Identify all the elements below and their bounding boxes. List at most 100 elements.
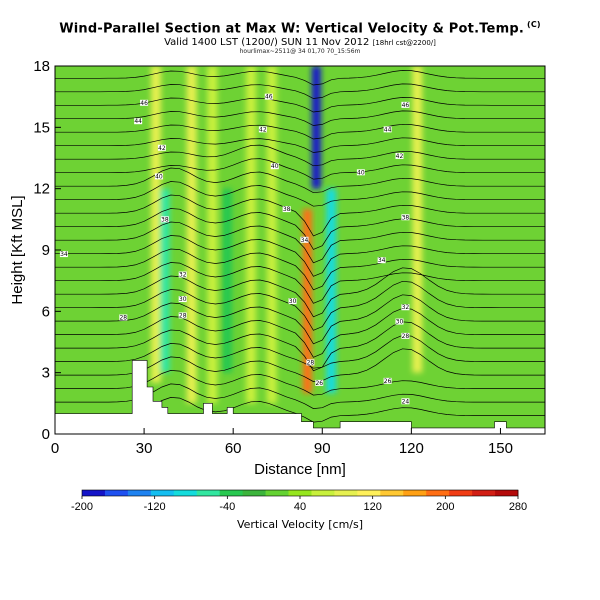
contour-label-bg bbox=[383, 377, 392, 384]
contour-line bbox=[55, 334, 545, 369]
colorbar-swatch bbox=[357, 490, 381, 496]
y-tick-label: 18 bbox=[33, 58, 50, 75]
contour-label-bg bbox=[306, 359, 315, 366]
velocity-feature-1 bbox=[186, 66, 197, 404]
velocity-feature-0 bbox=[150, 66, 161, 383]
contour-label: 40 bbox=[357, 169, 365, 176]
contour-label-bg bbox=[140, 99, 149, 106]
contour-label: 30 bbox=[396, 319, 404, 326]
contour-line bbox=[55, 158, 545, 180]
contour-line bbox=[55, 294, 545, 345]
contour-label: 26 bbox=[384, 378, 392, 385]
y-axis-label: Height [Kft MSL] bbox=[9, 195, 26, 304]
contour-line bbox=[55, 110, 545, 126]
colorbar-swatch bbox=[426, 490, 450, 496]
contour-label-bg bbox=[258, 126, 267, 133]
velocity-feature-5 bbox=[302, 209, 312, 394]
contour-label-bg bbox=[383, 126, 392, 133]
contour-label: 24 bbox=[402, 398, 410, 405]
contour-label-bg bbox=[160, 216, 169, 223]
colorbar-tick-label: -120 bbox=[144, 501, 166, 513]
chart-title-text: Wind-Parallel Section at Max W: Vertical… bbox=[59, 21, 524, 37]
contour-line bbox=[55, 267, 545, 318]
contour-label-bg bbox=[154, 173, 163, 180]
contour-label-bg bbox=[178, 312, 187, 319]
contour-line bbox=[55, 167, 545, 194]
velocity-feature-6 bbox=[311, 66, 321, 189]
x-tick-label: 120 bbox=[399, 440, 424, 457]
contour-line bbox=[55, 262, 545, 304]
contour-label-bg bbox=[401, 101, 410, 108]
chart-title: Wind-Parallel Section at Max W: Vertical… bbox=[0, 20, 600, 36]
contour-line bbox=[55, 221, 545, 264]
colorbar: -200 -120 -40 40 120 200 280 bbox=[71, 489, 527, 513]
contour-label-bg bbox=[288, 298, 297, 305]
contour-line bbox=[55, 144, 545, 167]
contour-label-bg bbox=[282, 206, 291, 213]
colorbar-swatch bbox=[265, 490, 289, 496]
colorbar-tick-label: 120 bbox=[363, 501, 381, 513]
contour-label: 40 bbox=[155, 173, 163, 180]
colorbar-swatch bbox=[150, 490, 175, 496]
x-tick-label: 60 bbox=[225, 440, 242, 457]
y-tick-label: 15 bbox=[33, 119, 50, 136]
contour-label: 28 bbox=[179, 312, 187, 319]
contour-label: 26 bbox=[315, 380, 323, 387]
contour-label: 44 bbox=[134, 118, 142, 125]
contour-label: 34 bbox=[301, 237, 309, 244]
colorbar-swatch bbox=[219, 490, 244, 496]
colorbar-label: Vertical Velocity [cm/s] bbox=[237, 518, 363, 531]
colorbar-swatch bbox=[104, 490, 129, 496]
contour-label: 38 bbox=[402, 214, 410, 221]
velocity-feature-9 bbox=[159, 188, 170, 373]
contour-label: 28 bbox=[119, 314, 127, 321]
velocity-feature-2 bbox=[207, 66, 218, 404]
contour-label: 42 bbox=[259, 126, 267, 133]
velocity-feature-4 bbox=[266, 66, 277, 404]
contour-label-bg bbox=[315, 379, 324, 386]
velocity-feature-10 bbox=[222, 188, 233, 373]
contour-label-bg bbox=[134, 118, 143, 125]
velocity-feature-7 bbox=[326, 188, 337, 394]
colorbar-swatch bbox=[196, 490, 221, 496]
velocity-feature-8 bbox=[412, 66, 423, 373]
colorbar-swatch bbox=[403, 490, 427, 496]
contour-label: 46 bbox=[402, 102, 410, 109]
contour-line bbox=[55, 321, 545, 372]
contour-label: 34 bbox=[378, 257, 386, 264]
background-field bbox=[55, 66, 545, 434]
colorbar-swatch bbox=[380, 490, 404, 496]
y-tick-label: 9 bbox=[42, 242, 50, 259]
y-tick-label: 12 bbox=[33, 181, 50, 198]
contour-label: 30 bbox=[289, 298, 297, 305]
contour-label: 40 bbox=[271, 163, 279, 170]
chart-title-marker: (C) bbox=[526, 20, 541, 29]
contour-label-bg bbox=[264, 93, 273, 100]
colorbar-swatch bbox=[127, 490, 152, 496]
chart-subtitle-2: hourlimax~2511@ 34 01,70 70_15:56m bbox=[239, 48, 361, 55]
colorbar-swatch bbox=[82, 490, 106, 496]
contour-label-bg bbox=[178, 296, 187, 303]
theta-contours bbox=[55, 70, 545, 423]
contour-label-bg bbox=[356, 169, 365, 176]
x-tick-label: 90 bbox=[314, 440, 331, 457]
contour-label-bg bbox=[395, 318, 404, 325]
colorbar-tick-label: 40 bbox=[294, 501, 306, 513]
x-tick-label: 30 bbox=[136, 440, 153, 457]
contour-labels: 46 44 42 40 38 34 32 30 28 28 46 42 40 38 34 30 28 26 46 44… bbox=[59, 93, 410, 405]
velocity-field bbox=[150, 66, 423, 404]
y-tick-label: 3 bbox=[42, 365, 50, 382]
contour-line bbox=[55, 194, 545, 237]
contour-label-bg bbox=[119, 314, 128, 321]
colorbar-swatch bbox=[495, 490, 519, 496]
contour-label: 38 bbox=[283, 206, 291, 213]
terrain bbox=[55, 360, 545, 434]
contour-label: 30 bbox=[179, 296, 187, 303]
contour-label: 32 bbox=[179, 272, 187, 279]
colorbar-swatch bbox=[449, 490, 473, 496]
contour-label-bg bbox=[401, 214, 410, 221]
chart-subtitle: Valid 1400 LST (1200/) SUN 11 Nov 2012 [… bbox=[0, 37, 600, 48]
velocity-feature-3 bbox=[246, 66, 256, 404]
contour-line bbox=[55, 235, 545, 277]
